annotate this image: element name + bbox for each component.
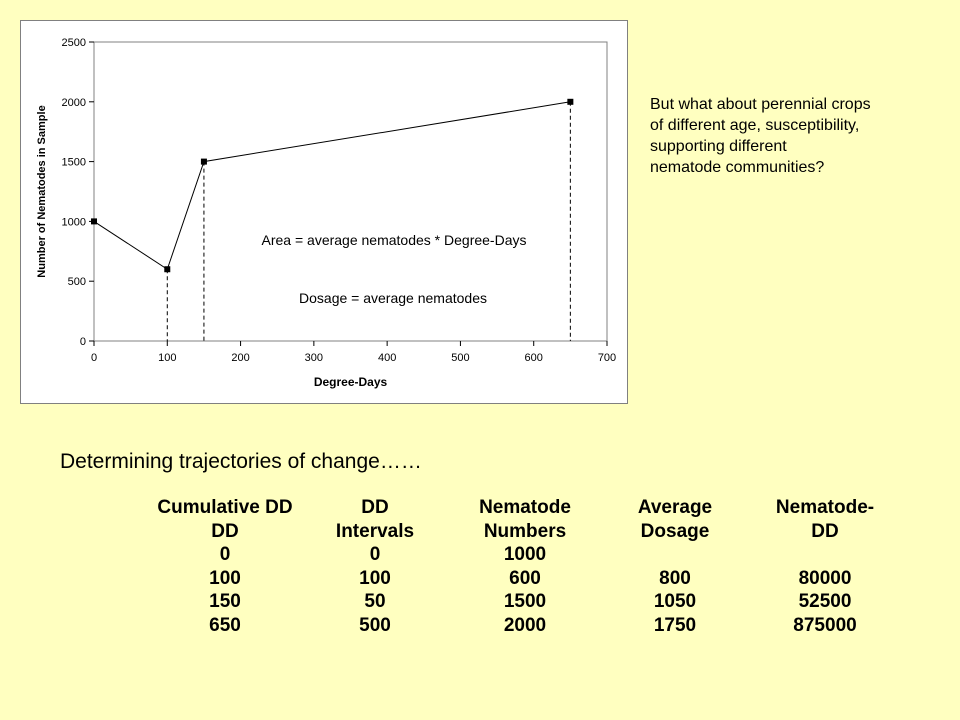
table-cell: 1000: [503, 544, 547, 565]
column-header: DD: [211, 520, 239, 542]
y-axis-label: Number of Nematodes in Sample: [36, 105, 48, 277]
column-header: Nematode-: [775, 497, 875, 518]
table-cell: 1050: [653, 591, 697, 612]
table-cell: 875000: [793, 614, 857, 636]
column-header: DD: [361, 497, 389, 518]
table-cell: 150: [209, 591, 241, 612]
table-cell: 100: [359, 567, 391, 589]
side-note: But what about perennial crops of differ…: [650, 94, 950, 178]
x-tick-label: 400: [378, 352, 396, 364]
y-tick-label: 2500: [62, 37, 86, 49]
y-tick-label: 1500: [62, 157, 86, 169]
section-heading: Determining trajectories of change……: [60, 450, 422, 473]
table-cell: 0: [219, 544, 231, 565]
side-note-line: supporting different: [650, 138, 787, 155]
series-line: [93, 101, 571, 271]
table-header-row: Cumulative DD DD Nematode Average Nemato…: [150, 496, 900, 520]
table-cell: 2000: [503, 614, 547, 636]
x-tick-label: 500: [451, 352, 469, 364]
y-tick-label: 0: [80, 336, 86, 348]
data-point: [200, 158, 207, 165]
column-header: Numbers: [483, 520, 567, 542]
table-cell: 80000: [798, 567, 852, 589]
x-axis-label: Degree-Days: [314, 375, 388, 389]
table-cell: 1750: [653, 614, 697, 636]
column-header: Dosage: [640, 520, 710, 542]
column-header: Intervals: [335, 520, 415, 542]
side-note-line: But what about perennial crops: [650, 96, 871, 113]
table-row: 150 50 1500 1050 52500: [150, 590, 900, 614]
table-cell: 0: [369, 544, 381, 565]
table-row: 0 0 1000: [150, 543, 900, 567]
table-row: 650 500 2000 1750 875000: [150, 614, 900, 638]
table-cell: 800: [659, 567, 691, 589]
annotation-area: Area = average nematodes * Degree-Days: [262, 232, 527, 248]
data-point: [91, 218, 97, 225]
x-tick-label: 200: [231, 352, 249, 364]
table-cell: [600, 543, 750, 567]
y-tick-label: 500: [68, 276, 86, 288]
table-cell: 1500: [503, 591, 547, 612]
x-tick-label: 300: [305, 352, 323, 364]
y-tick-label: 2000: [62, 97, 86, 109]
table-cell: 500: [359, 614, 391, 636]
column-header: Average: [637, 497, 713, 518]
y-tick-label: 1000: [62, 216, 86, 228]
table-cell: 600: [509, 567, 541, 589]
x-tick-label: 700: [598, 352, 616, 364]
x-tick-label: 100: [158, 352, 176, 364]
annotation-dosage: Dosage = average nematodes: [299, 290, 487, 306]
x-tick-label: 600: [525, 352, 543, 364]
plot-area: [93, 41, 608, 342]
data-point: [567, 98, 574, 105]
x-tick-label: 0: [91, 352, 97, 364]
table-cell: 50: [364, 591, 386, 612]
table-cell: 52500: [798, 591, 852, 612]
nematode-chart: 0 500 1000 1500 2000 2500 0 100 200 300 400 500 600 7…: [36, 37, 616, 389]
table-cell: 650: [209, 614, 241, 636]
table-cell: [750, 543, 900, 567]
column-header: Nematode: [479, 497, 571, 518]
column-header: Cumulative DD: [157, 497, 293, 518]
chart-frame: 0 500 1000 1500 2000 2500 0 100 200 300 400 500 600 7…: [20, 20, 628, 404]
table-header-row: DD Intervals Numbers Dosage DD: [150, 520, 900, 544]
side-note-line: of different age, susceptibility,: [650, 117, 860, 134]
table-cell: 100: [209, 567, 241, 589]
data-point: [164, 266, 171, 273]
table-row: 100 100 600 800 80000: [150, 567, 900, 591]
data-table: Cumulative DD DD Nematode Average Nemato…: [150, 496, 900, 637]
column-header: DD: [811, 520, 839, 542]
side-note-line: nematode communities?: [650, 159, 825, 176]
